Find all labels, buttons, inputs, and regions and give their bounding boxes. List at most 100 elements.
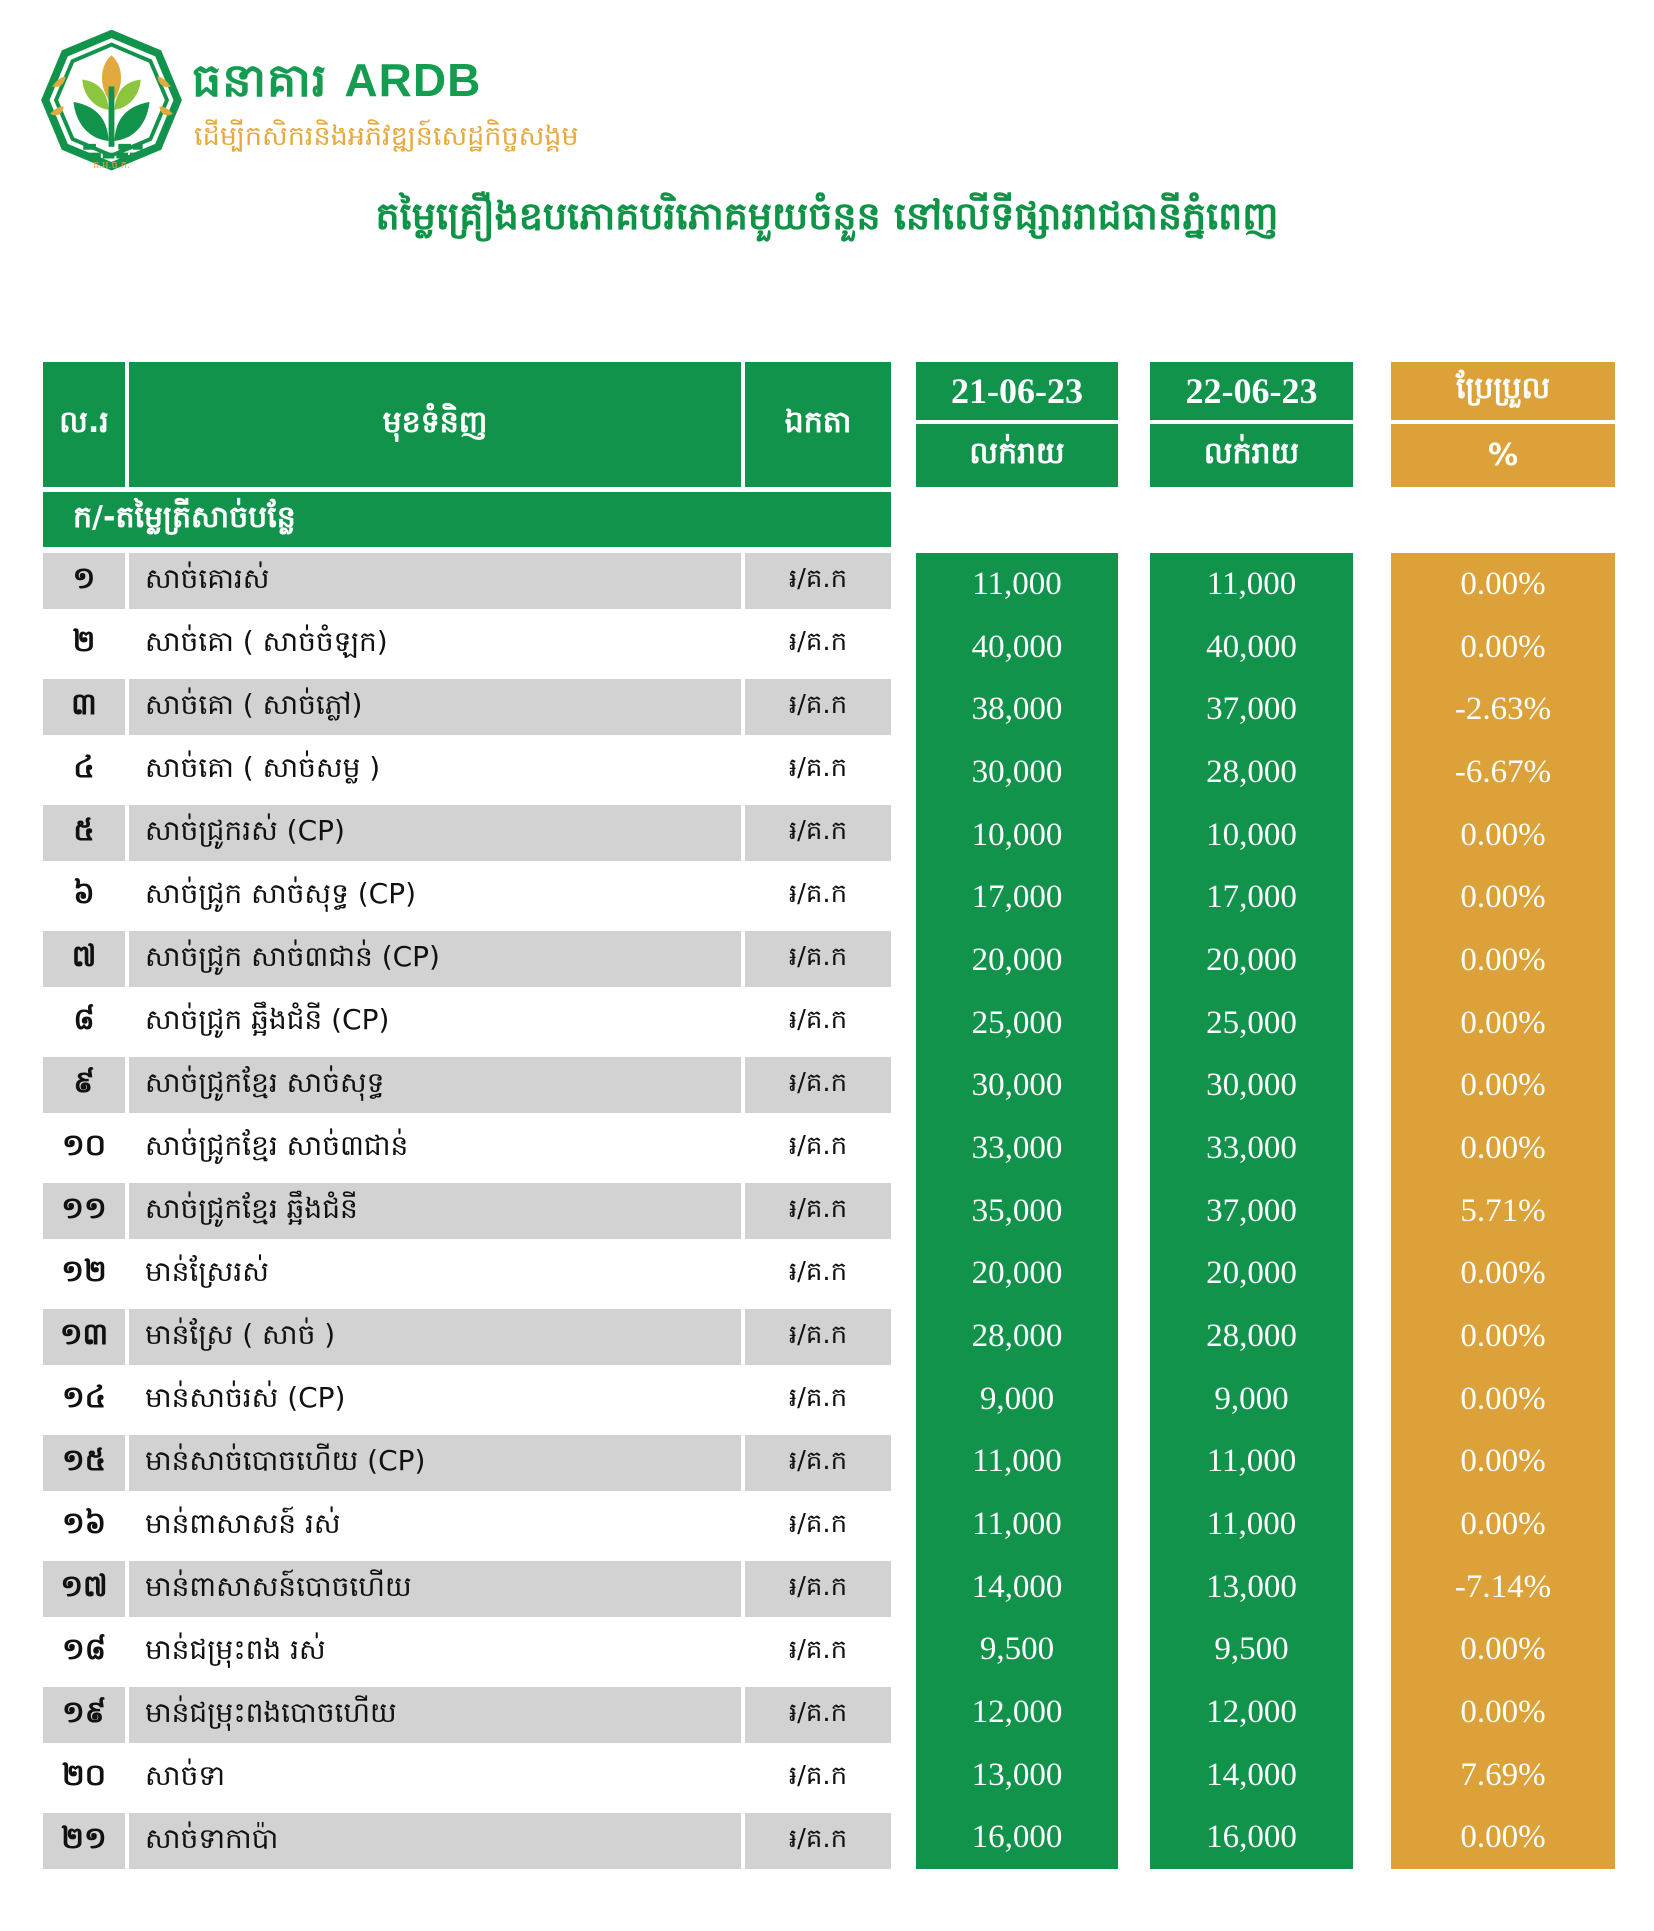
leaf-lower-right bbox=[114, 102, 150, 141]
row-unit: ៛/គ.ក bbox=[745, 868, 891, 924]
row-unit: ៛/គ.ក bbox=[745, 805, 891, 861]
change-cell: 0.00% bbox=[1460, 1067, 1546, 1104]
row-unit: ៛/គ.ក bbox=[745, 1372, 891, 1428]
row-product: មាន់ជម្រុះពងបោចហើយ bbox=[129, 1687, 741, 1743]
row-product: សាច់ជ្រូក ឆ្អឹងជំនី (CP) bbox=[129, 994, 741, 1050]
brand-name-latin: ARDB bbox=[344, 54, 482, 106]
row-product: មាន់សាច់រស់ (CP) bbox=[129, 1372, 741, 1428]
price-cell: 9,500 bbox=[1214, 1631, 1289, 1668]
row-product: មាន់ពាសាសន៍ រស់ bbox=[129, 1498, 741, 1554]
change-cell: 0.00% bbox=[1460, 1693, 1546, 1730]
row-number: ១៥ bbox=[43, 1435, 125, 1491]
row-number: ១០ bbox=[43, 1120, 125, 1176]
rice-grain-icon bbox=[101, 55, 122, 104]
row-number: ២ bbox=[43, 616, 125, 672]
row-number: ៦ bbox=[43, 868, 125, 924]
row-unit: ៛/គ.ក bbox=[745, 1813, 891, 1869]
header-product-column: មុខទំនិញ bbox=[129, 362, 741, 487]
row-unit: ៛/គ.ក bbox=[745, 553, 891, 609]
price-cell: 14,000 bbox=[971, 1568, 1063, 1605]
price-cell: 20,000 bbox=[1206, 941, 1297, 978]
change-cell: 0.00% bbox=[1460, 628, 1546, 665]
change-cell: 0.00% bbox=[1460, 1443, 1546, 1480]
wheat-accent-icon bbox=[50, 106, 64, 116]
row-product: សាច់ជ្រូក សាច់សុទ្ធ (CP) bbox=[129, 868, 741, 924]
date1-label: 21-06-23 bbox=[951, 371, 1083, 411]
row-unit: ៛/គ.ក bbox=[745, 1183, 891, 1239]
price-cell: 17,000 bbox=[1206, 879, 1297, 916]
brand-name: ធនាគារ ARDB bbox=[192, 52, 481, 119]
leaf-upper-right bbox=[114, 79, 141, 110]
row-number: ៨ bbox=[43, 994, 125, 1050]
row-number: ៤ bbox=[43, 742, 125, 798]
row-unit: ៛/គ.ក bbox=[745, 1309, 891, 1365]
price-cell: 33,000 bbox=[1206, 1129, 1297, 1166]
row-number: ១៩ bbox=[43, 1687, 125, 1743]
price-cell: 33,000 bbox=[971, 1129, 1063, 1166]
price-cell: 13,000 bbox=[971, 1756, 1063, 1793]
price-cell: 9,000 bbox=[1214, 1380, 1289, 1417]
brand-tagline: ដើម្បីកសិករនិងអភិវឌ្ឍន៍សេដ្ឋកិច្ចសង្គម bbox=[194, 121, 579, 152]
change-cell: 0.00% bbox=[1460, 879, 1546, 916]
change-cell: 0.00% bbox=[1460, 1004, 1546, 1041]
price-cell: 28,000 bbox=[1206, 1317, 1297, 1354]
percent-label: % bbox=[1487, 438, 1519, 473]
row-unit: ៛/គ.ក bbox=[745, 1498, 891, 1554]
change-cell: 0.00% bbox=[1460, 565, 1546, 602]
price-cell: 16,000 bbox=[1206, 1819, 1297, 1856]
ardb-logo: ធ.អ.ច.ក. bbox=[41, 30, 182, 171]
price-column-date1: 11,000 40,000 38,000 30,000 10,000 17,000 20,0… bbox=[916, 553, 1118, 1869]
change-cell: 0.00% bbox=[1460, 1631, 1546, 1668]
price-cell: 12,000 bbox=[971, 1693, 1063, 1730]
header-unit-column: ឯកតា bbox=[745, 362, 891, 487]
leaf-upper-left bbox=[82, 79, 109, 110]
row-unit: ៛/គ.ក bbox=[745, 679, 891, 735]
logo-octagon-outer bbox=[41, 30, 182, 171]
row-unit: ៛/គ.ក bbox=[745, 1687, 891, 1743]
price-cell: 28,000 bbox=[971, 1317, 1063, 1354]
change-cell: 0.00% bbox=[1460, 816, 1546, 853]
change-cell: 0.00% bbox=[1460, 941, 1546, 978]
price-cell: 11,000 bbox=[1206, 1443, 1297, 1480]
price-cell: 11,000 bbox=[972, 565, 1062, 602]
field-grid bbox=[83, 143, 143, 159]
price-cell: 37,000 bbox=[1206, 691, 1297, 728]
row-product: មាន់ស្រែ ( សាច់ ) bbox=[129, 1309, 741, 1365]
change-cell: -2.63% bbox=[1454, 691, 1552, 728]
price-cell: 20,000 bbox=[971, 1255, 1063, 1292]
logo-abbr-text: ធ.អ.ច.ក. bbox=[93, 160, 130, 171]
change-cell: 0.00% bbox=[1460, 1819, 1546, 1856]
price-cell: 28,000 bbox=[1206, 753, 1297, 790]
row-unit: ៛/គ.ក bbox=[745, 994, 891, 1050]
price-cell: 25,000 bbox=[971, 1004, 1063, 1041]
row-product: មាន់ពាសាសន៍បោចហើយ bbox=[129, 1561, 741, 1617]
row-product: សាច់ទាកាប៉ា bbox=[129, 1813, 741, 1869]
price-cell: 38,000 bbox=[971, 691, 1063, 728]
price-cell: 37,000 bbox=[1206, 1192, 1297, 1229]
row-unit: ៛/គ.ក bbox=[745, 616, 891, 672]
price-cell: 11,000 bbox=[972, 1505, 1062, 1542]
header-date1-column: 21-06-23 លក់រាយ bbox=[916, 362, 1118, 487]
price-cell: 20,000 bbox=[1206, 1255, 1297, 1292]
wheat-accent-icon bbox=[157, 76, 171, 87]
price-cell: 30,000 bbox=[971, 1067, 1063, 1104]
section-header: ក/-តម្លៃត្រីសាច់បន្លែ bbox=[43, 492, 891, 547]
brand-name-khmer: ធនាគារ bbox=[192, 53, 328, 107]
row-number: ៩ bbox=[43, 1057, 125, 1113]
row-number: ១១ bbox=[43, 1183, 125, 1239]
price-cell: 25,000 bbox=[1206, 1004, 1297, 1041]
row-product: សាច់ជ្រូកខ្មែរ សាច់សុទ្ធ bbox=[129, 1057, 741, 1113]
row-unit: ៛/គ.ក bbox=[745, 1057, 891, 1113]
row-unit: ៛/គ.ក bbox=[745, 1435, 891, 1491]
wheat-accent-icon bbox=[52, 76, 66, 87]
price-cell: 40,000 bbox=[971, 628, 1063, 665]
price-cell: 30,000 bbox=[971, 753, 1063, 790]
row-product: មាន់សាច់បោចហើយ (CP) bbox=[129, 1435, 741, 1491]
price-cell: 11,000 bbox=[1206, 1505, 1297, 1542]
change-cell: 0.00% bbox=[1460, 1317, 1546, 1354]
row-product: សាច់ទា bbox=[129, 1750, 741, 1806]
price-cell: 30,000 bbox=[1206, 1067, 1297, 1104]
row-unit: ៛/គ.ក bbox=[745, 1120, 891, 1176]
row-number: ៣ bbox=[43, 679, 125, 735]
